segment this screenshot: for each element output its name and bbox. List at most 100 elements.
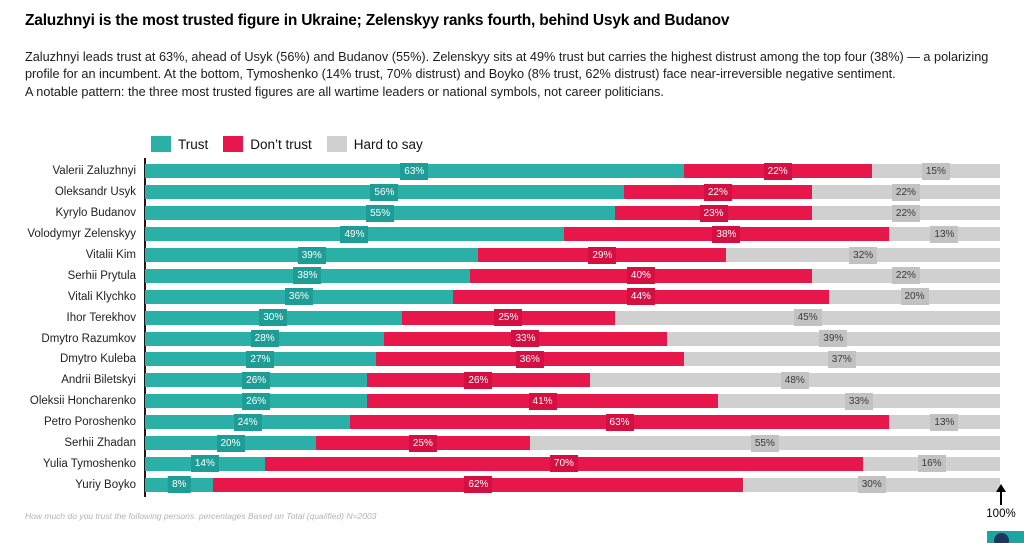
value-label-trust: 8% xyxy=(167,476,191,494)
value-label-trust: 55% xyxy=(366,204,395,222)
category-label: Yulia Tymoshenko xyxy=(42,457,136,470)
value-label-dont-trust: 70% xyxy=(549,455,578,473)
stacked-bar-chart: Valerii Zaluzhnyi 63% 22% 15% Oleksandr Usyk… xyxy=(0,161,1002,495)
bar-track: 30% 25% 45% xyxy=(145,309,1000,327)
chart-row: Dmytro Razumkov 28% 33% 39% xyxy=(0,328,1002,349)
dont-trust-swatch-icon xyxy=(223,136,244,152)
chart-row: Petro Poroshenko 24% 63% 13% xyxy=(0,412,1002,433)
footnote: How much do you trust the following pers… xyxy=(25,511,377,521)
bar-track: 55% 23% 22% xyxy=(145,204,1000,222)
value-label-trust: 26% xyxy=(242,371,271,389)
bar-track: 56% 22% 22% xyxy=(145,183,1000,201)
legend-item-dont-trust: Don’t trust xyxy=(223,136,312,152)
chart-row: Oleksii Honcharenko 26% 41% 33% xyxy=(0,391,1002,412)
value-label-hard-to-say: 39% xyxy=(819,330,848,348)
value-label-trust: 26% xyxy=(242,392,271,410)
x-axis-max-label: 100% xyxy=(986,508,1016,520)
bar-track: 63% 22% 15% xyxy=(145,162,1000,180)
category-label: Ihor Terekhov xyxy=(66,311,136,324)
chart-row: Volodymyr Zelenskyy 49% 38% 13% xyxy=(0,224,1002,245)
value-label-dont-trust: 44% xyxy=(626,288,655,306)
chart-row: Yulia Tymoshenko 14% 70% 16% xyxy=(0,453,1002,474)
bar-track: 38% 40% 22% xyxy=(145,267,1000,285)
bar-track: 20% 25% 55% xyxy=(145,434,1000,452)
x-axis-max-annotation: 100% xyxy=(979,484,1023,520)
chart-row: Yuriy Boyko 8% 62% 30% xyxy=(0,474,1002,495)
category-label: Serhii Zhadan xyxy=(64,437,136,450)
value-label-hard-to-say: 22% xyxy=(891,204,920,222)
value-label-dont-trust: 25% xyxy=(494,309,523,327)
value-label-dont-trust: 63% xyxy=(605,413,634,431)
bar-track: 27% 36% 37% xyxy=(145,350,1000,368)
value-label-dont-trust: 26% xyxy=(464,371,493,389)
value-label-dont-trust: 41% xyxy=(528,392,557,410)
category-label: Andrii Biletskyi xyxy=(61,374,136,387)
legend-item-trust: Trust xyxy=(151,136,208,152)
value-label-dont-trust: 25% xyxy=(408,434,437,452)
up-arrow-icon xyxy=(979,484,1023,505)
value-label-hard-to-say: 22% xyxy=(891,267,920,285)
value-label-hard-to-say: 16% xyxy=(917,455,946,473)
legend-label-trust: Trust xyxy=(178,136,209,152)
category-label: Oleksandr Usyk xyxy=(54,186,136,199)
value-label-hard-to-say: 37% xyxy=(827,350,856,368)
category-label: Volodymyr Zelenskyy xyxy=(27,228,136,241)
bar-track: 8% 62% 30% xyxy=(145,476,1000,494)
value-label-dont-trust: 62% xyxy=(464,476,493,494)
value-label-dont-trust: 40% xyxy=(626,267,655,285)
chart-row: Oleksandr Usyk 56% 22% 22% xyxy=(0,182,1002,203)
value-label-hard-to-say: 45% xyxy=(793,309,822,327)
value-label-trust: 38% xyxy=(293,267,322,285)
trust-swatch-icon xyxy=(151,136,171,152)
chart-row: Andrii Biletskyi 26% 26% 48% xyxy=(0,370,1002,391)
value-label-hard-to-say: 55% xyxy=(750,434,779,452)
chart-row: Dmytro Kuleba 27% 36% 37% xyxy=(0,349,1002,370)
bar-track: 49% 38% 13% xyxy=(145,225,1000,243)
value-label-hard-to-say: 13% xyxy=(930,225,959,243)
value-label-hard-to-say: 15% xyxy=(921,162,950,180)
legend-label-dont-trust: Don’t trust xyxy=(250,136,312,152)
category-label: Kyrylo Budanov xyxy=(55,207,136,220)
category-label: Vitali Klychko xyxy=(67,290,136,303)
category-label: Vitalii Kim xyxy=(85,249,136,261)
value-label-hard-to-say: 48% xyxy=(780,371,809,389)
value-label-trust: 24% xyxy=(233,413,262,431)
chart-row: Vitalii Kim 39% 29% 32% xyxy=(0,245,1002,266)
value-label-trust: 49% xyxy=(340,225,369,243)
value-label-dont-trust: 29% xyxy=(588,246,617,264)
value-label-dont-trust: 22% xyxy=(703,183,732,201)
value-label-dont-trust: 33% xyxy=(511,330,540,348)
value-label-hard-to-say: 30% xyxy=(857,476,886,494)
category-label: Serhii Prytula xyxy=(67,269,136,282)
category-label: Oleksii Honcharenko xyxy=(29,395,136,408)
intro-text: Zaluzhnyi leads trust at 63%, ahead of U… xyxy=(25,49,1017,101)
bar-track: 24% 63% 13% xyxy=(145,413,1000,431)
category-label: Dmytro Kuleba xyxy=(59,353,136,366)
bar-track: 36% 44% 20% xyxy=(145,288,1000,306)
chart-row: Kyrylo Budanov 55% 23% 22% xyxy=(0,203,1002,224)
value-label-dont-trust: 38% xyxy=(712,225,741,243)
chart-row: Ihor Terekhov 30% 25% 45% xyxy=(0,307,1002,328)
brand-logo-circle-icon xyxy=(994,533,1009,543)
value-label-dont-trust: 23% xyxy=(699,204,728,222)
value-label-hard-to-say: 22% xyxy=(891,183,920,201)
chart-row: Serhii Prytula 38% 40% 22% xyxy=(0,265,1002,286)
value-label-dont-trust: 22% xyxy=(763,162,792,180)
value-label-trust: 30% xyxy=(259,309,288,327)
value-label-hard-to-say: 32% xyxy=(849,246,878,264)
bar-track: 14% 70% 16% xyxy=(145,455,1000,473)
value-label-hard-to-say: 13% xyxy=(930,413,959,431)
category-label: Yuriy Boyko xyxy=(75,478,136,491)
category-label: Petro Poroshenko xyxy=(43,416,136,429)
page-title: Zaluzhnyi is the most trusted figure in … xyxy=(25,12,730,29)
intro-paragraph-1: Zaluzhnyi leads trust at 63%, ahead of U… xyxy=(25,50,989,82)
y-axis-line xyxy=(144,158,146,497)
value-label-hard-to-say: 20% xyxy=(900,288,929,306)
chart-row: Vitali Klychko 36% 44% 20% xyxy=(0,286,1002,307)
value-label-trust: 39% xyxy=(297,246,326,264)
value-label-trust: 28% xyxy=(250,330,279,348)
category-label: Dmytro Razumkov xyxy=(41,332,136,345)
arrow-head xyxy=(996,484,1006,492)
bar-track: 26% 26% 48% xyxy=(145,371,1000,389)
